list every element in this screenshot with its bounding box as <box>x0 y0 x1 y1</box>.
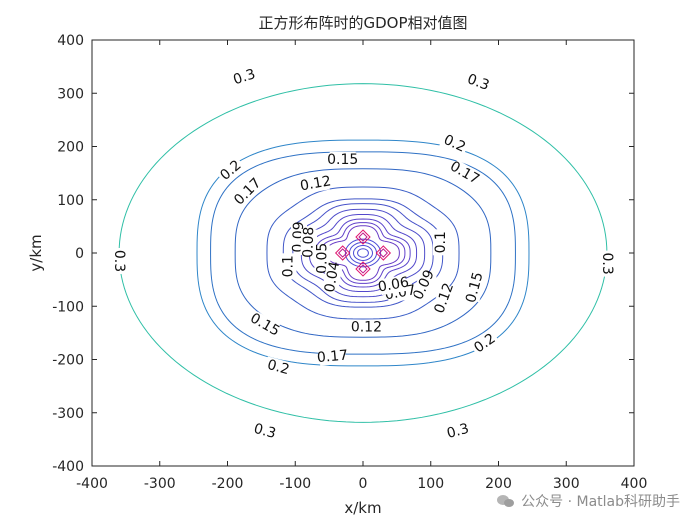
center-ring-1 <box>353 245 373 261</box>
contour-label-bg <box>314 245 331 272</box>
contour-label: 0.12 <box>299 173 332 194</box>
contour-label: 0.15 <box>327 152 358 168</box>
contour-label-bg <box>111 248 128 274</box>
contour-label: 0.2 <box>217 157 244 184</box>
y-tick-label: -300 <box>52 406 84 422</box>
contour-label-bg <box>301 173 330 194</box>
contour-label: 0.17 <box>231 175 264 208</box>
contour-label-bg <box>280 253 297 280</box>
contour-level-0 <box>118 83 608 423</box>
contour-label: 0.1 <box>433 231 449 253</box>
contour-label-bg <box>300 229 318 256</box>
y-tick-label: -100 <box>52 299 84 315</box>
station-marker-2-0 <box>334 245 351 261</box>
x-tick-label: 400 <box>621 476 648 492</box>
center-ring-0 <box>357 248 369 258</box>
contour-label-bg <box>249 311 281 339</box>
x-tick-label: -300 <box>144 476 176 492</box>
contour-label-bg <box>353 319 380 336</box>
contour-label-bg <box>432 283 457 314</box>
y-tick-label: -200 <box>52 353 84 369</box>
x-tick-label: -200 <box>212 476 244 492</box>
contour-label-bg <box>322 262 343 292</box>
y-tick-label: 300 <box>57 86 84 102</box>
contour-label-bg <box>263 356 293 379</box>
x-tick-label: -100 <box>279 476 311 492</box>
contour-label: 0.15 <box>247 310 282 339</box>
plot-area-border <box>91 39 635 467</box>
contour-label: 0.17 <box>316 347 348 366</box>
contour-label: 0.3 <box>445 421 471 442</box>
y-tick-label: 0 <box>75 246 84 262</box>
contour-level-3 <box>234 168 492 338</box>
contour-label-bg <box>232 176 263 207</box>
contour-label-bg <box>463 70 494 95</box>
x-axis-ticks: -400 -300 -200 -100 0 100 200 300 400 <box>76 40 647 492</box>
contour-label: 0.2 <box>265 357 291 378</box>
watermark-text: 公众号 · Matlab科研助手 <box>521 494 680 510</box>
contour-label: 0.3 <box>111 250 127 272</box>
station-marker-3-0 <box>355 261 371 277</box>
contour-level-4 <box>266 186 460 320</box>
station-markers <box>334 229 392 277</box>
x-axis-label: x/km <box>344 499 381 517</box>
y-tick-label: -400 <box>52 459 84 475</box>
contour-label: 0.3 <box>252 421 278 442</box>
y-tick-label: 200 <box>57 140 84 156</box>
contour-label-bg <box>229 65 260 89</box>
station-marker-2-1 <box>337 248 348 258</box>
center-ring-3 <box>344 238 382 268</box>
contour-label-bg <box>598 250 615 277</box>
contour-label-bg <box>329 151 356 168</box>
contour-label-bg <box>411 269 437 301</box>
watermark: 公众号 · Matlab科研助手 <box>497 491 680 511</box>
contour-label-bg <box>463 272 486 303</box>
x-tick-label: -400 <box>76 476 108 492</box>
contour-label-bg <box>469 329 501 358</box>
contour-label: 0.2 <box>471 331 498 357</box>
station-marker-0-0 <box>375 245 392 261</box>
x-tick-label: 0 <box>359 476 368 492</box>
station-marker-1-1 <box>358 232 368 242</box>
station-marker-3-1 <box>358 264 368 274</box>
contour-labels: 0.3 0.30.3 0.30.3 0.30.20.20.20.20.170.170.… <box>111 65 615 443</box>
chart-title: 正方形布阵时的GDOP相对值图 <box>258 14 467 32</box>
x-tick-label: 100 <box>417 476 444 492</box>
contour-label: 0.15 <box>463 270 487 304</box>
contour-label: 0.06 <box>377 274 411 295</box>
station-marker-1-0 <box>355 229 371 245</box>
y-tick-label: 100 <box>57 193 84 209</box>
station-marker-0-1 <box>378 248 389 258</box>
x-tick-label: 300 <box>553 476 580 492</box>
wechat-icon <box>497 494 515 508</box>
contour-label: 0.3 <box>465 71 491 94</box>
contour-label-bg <box>215 156 247 185</box>
y-axis-label: y/km <box>27 234 45 271</box>
contour-label: 0.04 <box>322 260 343 294</box>
contour-label: 0.3 <box>231 66 257 88</box>
contour-label: 0.12 <box>351 320 382 336</box>
contour-label-bg <box>443 420 473 443</box>
contour-label-bg <box>432 229 449 256</box>
contour-label-bg <box>449 159 480 187</box>
contour-label-bg <box>318 347 347 366</box>
y-axis-ticks: 400 300 200 100 0 -100 -200 -300 -400 <box>52 33 634 475</box>
contour-label-bg <box>250 420 280 443</box>
y-tick-label: 400 <box>57 33 84 49</box>
contour-label: 0.3 <box>599 252 615 274</box>
contour-label: 0.1 <box>281 255 297 277</box>
x-tick-label: 200 <box>485 476 512 492</box>
contour-label-bg <box>379 274 408 296</box>
contour-label-bg <box>439 131 470 157</box>
contour-label: 0.12 <box>431 281 457 316</box>
contour-label: 0.08 <box>300 226 317 258</box>
contour-lines <box>118 83 608 423</box>
